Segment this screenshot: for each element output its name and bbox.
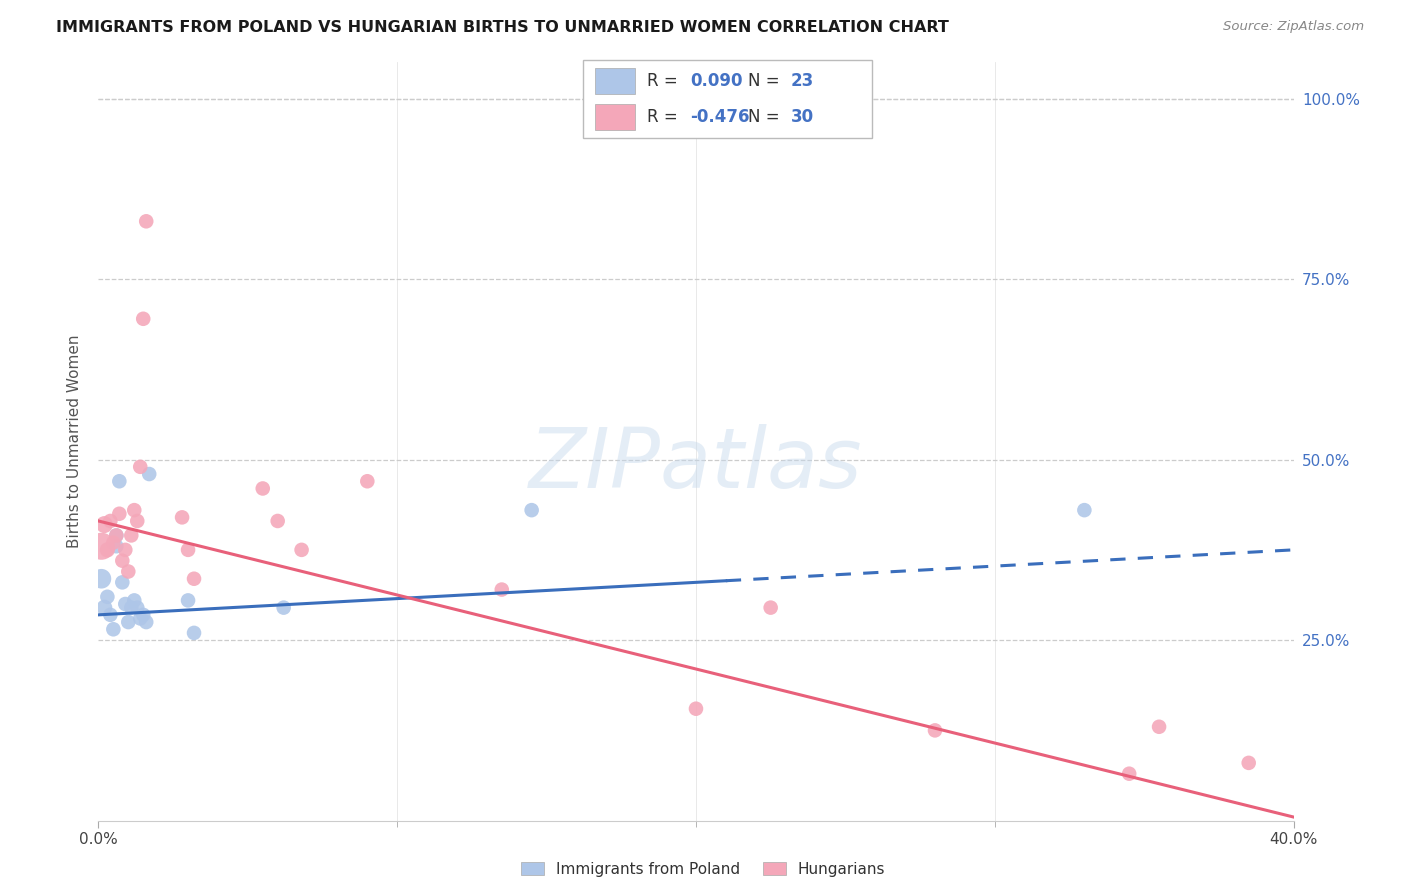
Point	[172, 510, 194, 524]
Point	[105, 528, 128, 542]
Point	[114, 597, 136, 611]
Point	[132, 607, 155, 622]
Point	[759, 600, 782, 615]
Point	[98, 514, 122, 528]
Point	[491, 582, 513, 597]
Text: 0.090: 0.090	[690, 72, 742, 90]
Point	[93, 600, 115, 615]
Point	[90, 572, 112, 586]
Point	[177, 542, 200, 557]
Point	[1237, 756, 1260, 770]
Point	[103, 622, 125, 636]
Point	[114, 542, 136, 557]
Legend: Immigrants from Poland, Hungarians: Immigrants from Poland, Hungarians	[513, 854, 893, 884]
Point	[111, 554, 134, 568]
Point	[267, 514, 290, 528]
Text: Source: ZipAtlas.com: Source: ZipAtlas.com	[1223, 20, 1364, 33]
Point	[177, 593, 200, 607]
Point	[127, 600, 149, 615]
Point	[120, 600, 142, 615]
Text: 23: 23	[792, 72, 814, 90]
Point	[117, 565, 139, 579]
Point	[1147, 720, 1170, 734]
Text: R =: R =	[647, 72, 678, 90]
Point	[90, 539, 112, 553]
Point	[103, 535, 125, 549]
Text: R =: R =	[647, 108, 678, 126]
Point	[273, 600, 295, 615]
Bar	[595, 103, 636, 130]
Point	[108, 507, 131, 521]
Y-axis label: Births to Unmarried Women: Births to Unmarried Women	[66, 334, 82, 549]
Point	[183, 626, 205, 640]
Point	[120, 528, 142, 542]
Point	[129, 459, 152, 474]
Bar	[595, 68, 636, 95]
Point	[105, 539, 128, 553]
Point	[96, 590, 118, 604]
Point	[356, 475, 378, 489]
Text: N =: N =	[748, 72, 779, 90]
Point	[138, 467, 160, 481]
Point	[108, 475, 131, 489]
Text: IMMIGRANTS FROM POLAND VS HUNGARIAN BIRTHS TO UNMARRIED WOMEN CORRELATION CHART: IMMIGRANTS FROM POLAND VS HUNGARIAN BIRT…	[56, 20, 949, 35]
Point	[135, 615, 157, 629]
Point	[124, 593, 146, 607]
Point	[1118, 766, 1140, 780]
Point	[520, 503, 543, 517]
Point	[291, 542, 314, 557]
Point	[252, 482, 274, 496]
Point	[924, 723, 946, 738]
Point	[685, 702, 707, 716]
Point	[105, 528, 128, 542]
Point	[111, 575, 134, 590]
Point	[124, 503, 146, 517]
Text: -0.476: -0.476	[690, 108, 749, 126]
Point	[98, 607, 122, 622]
Point	[132, 311, 155, 326]
Point	[129, 611, 152, 625]
Point	[117, 615, 139, 629]
Text: 30: 30	[792, 108, 814, 126]
Point	[127, 514, 149, 528]
Text: N =: N =	[748, 108, 779, 126]
Point	[93, 517, 115, 532]
Point	[183, 572, 205, 586]
Point	[96, 542, 118, 557]
Text: ZIPatlas: ZIPatlas	[529, 424, 863, 505]
Point	[1073, 503, 1095, 517]
Point	[135, 214, 157, 228]
